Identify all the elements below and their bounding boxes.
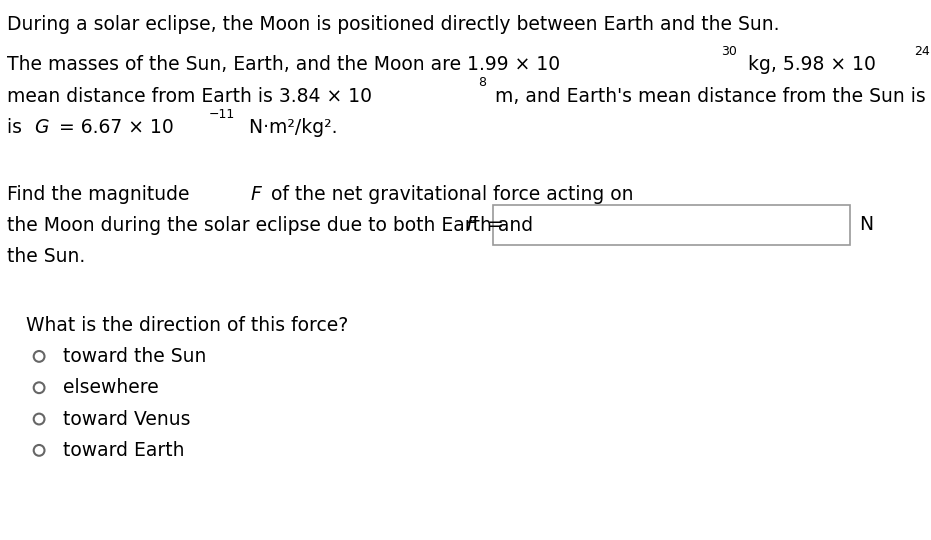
- Text: What is the direction of this force?: What is the direction of this force?: [26, 316, 348, 335]
- Text: Find the magnitude: Find the magnitude: [7, 185, 196, 204]
- Text: F: F: [250, 185, 262, 204]
- Text: The masses of the Sun, Earth, and the Moon are 1.99 × 10: The masses of the Sun, Earth, and the Mo…: [7, 55, 560, 74]
- Text: m, and Earth's mean distance from the Sun is 1.50 × 10: m, and Earth's mean distance from the Su…: [489, 86, 931, 105]
- Text: kg, 5.98 × 10: kg, 5.98 × 10: [742, 55, 875, 74]
- Text: toward Earth: toward Earth: [63, 441, 185, 460]
- Text: 8: 8: [479, 76, 486, 90]
- Text: N: N: [859, 215, 873, 234]
- Text: the Sun.: the Sun.: [7, 247, 86, 266]
- Text: 24: 24: [914, 45, 930, 58]
- Text: toward Venus: toward Venus: [63, 409, 191, 429]
- Text: = 6.67 × 10: = 6.67 × 10: [53, 118, 174, 137]
- Text: is: is: [7, 118, 29, 137]
- FancyBboxPatch shape: [493, 205, 850, 245]
- Text: the Moon during the solar eclipse due to both Earth and: the Moon during the solar eclipse due to…: [7, 216, 533, 235]
- Text: −11: −11: [209, 107, 236, 121]
- Text: During a solar eclipse, the Moon is positioned directly between Earth and the Su: During a solar eclipse, the Moon is posi…: [7, 15, 780, 33]
- Text: $\mathit{F}$: $\mathit{F}$: [466, 215, 479, 234]
- Text: 30: 30: [722, 45, 737, 58]
- Text: toward the Sun: toward the Sun: [63, 347, 207, 366]
- Text: mean distance from Earth is 3.84 × 10: mean distance from Earth is 3.84 × 10: [7, 86, 372, 105]
- Text: of the net gravitational force acting on: of the net gravitational force acting on: [264, 185, 633, 204]
- Text: elsewhere: elsewhere: [63, 378, 159, 397]
- Text: N·m²/kg².: N·m²/kg².: [243, 118, 337, 137]
- Text: G: G: [34, 118, 49, 137]
- Text: =: =: [482, 215, 504, 234]
